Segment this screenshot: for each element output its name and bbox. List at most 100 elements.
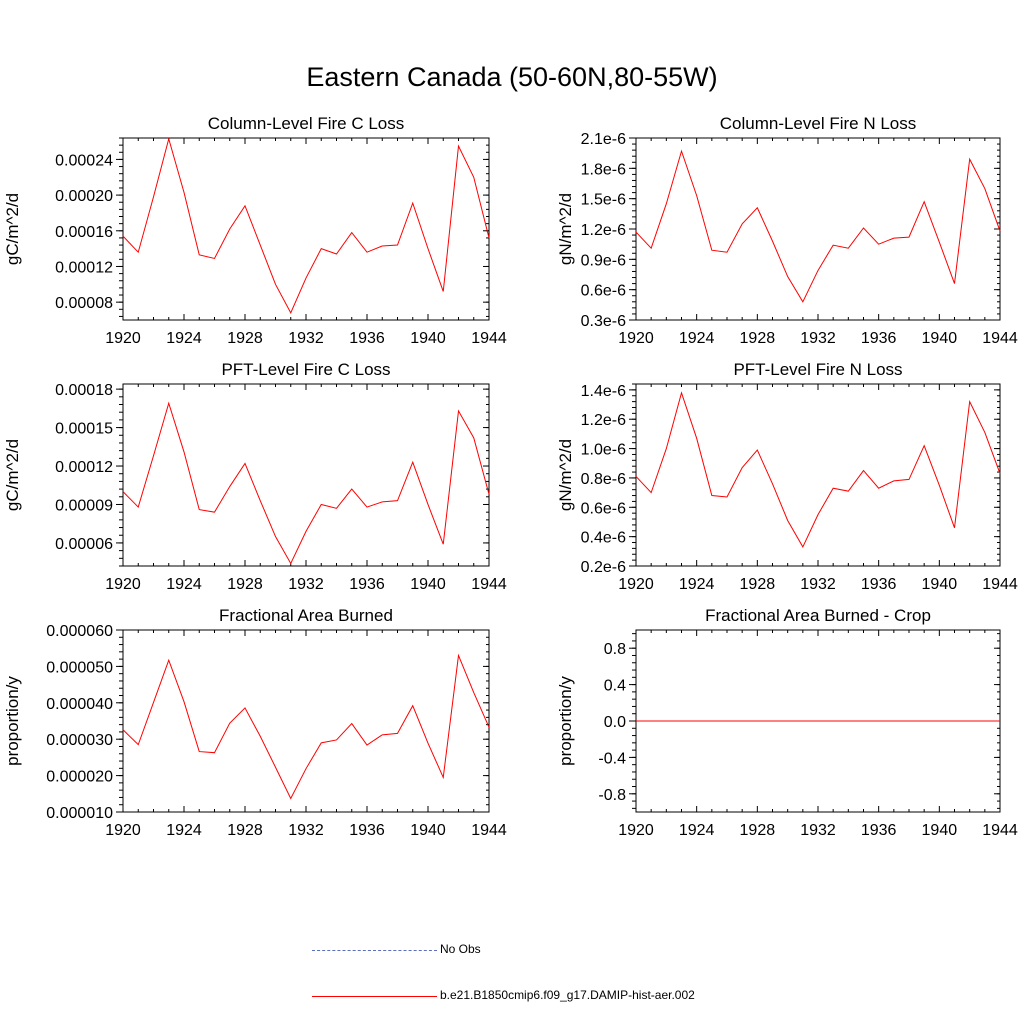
series-line bbox=[122, 136, 490, 315]
legend-swatch-no-obs bbox=[312, 950, 437, 951]
y-tick-label: 0.00020 bbox=[55, 188, 113, 205]
x-tick-label: 1928 bbox=[740, 822, 776, 839]
x-tick-label: 1928 bbox=[740, 330, 776, 347]
x-tick-label: 1924 bbox=[679, 576, 715, 593]
y-tick-label: 1.2e-6 bbox=[581, 412, 626, 429]
x-tick-label: 1940 bbox=[410, 330, 446, 347]
panel-title: Fractional Area Burned - Crop bbox=[705, 606, 931, 625]
legend-item-no-obs: No Obs bbox=[310, 942, 730, 958]
x-tick-label: 1936 bbox=[349, 576, 385, 593]
y-tick-label: 0.6e-6 bbox=[581, 283, 626, 300]
y-tick-label: 0.00024 bbox=[55, 152, 113, 169]
legend-label-no-obs: No Obs bbox=[440, 942, 481, 956]
series-line bbox=[122, 653, 490, 800]
plot-frame bbox=[635, 383, 1001, 567]
y-tick-label: 0.8 bbox=[604, 641, 626, 658]
y-tick-label: 0.00009 bbox=[55, 497, 113, 514]
x-tick-label: 1932 bbox=[288, 330, 324, 347]
y-tick-label: 0.8e-6 bbox=[581, 471, 626, 488]
x-tick-label: 1920 bbox=[105, 822, 141, 839]
x-tick-label: 1920 bbox=[105, 330, 141, 347]
x-tick-label: 1932 bbox=[800, 822, 836, 839]
x-tick-label: 1928 bbox=[227, 576, 263, 593]
x-tick-label: 1940 bbox=[922, 576, 958, 593]
x-tick-label: 1932 bbox=[288, 822, 324, 839]
legend-item-model-run: b.e21.B1850cmip6.f09_g17.DAMIP-hist-aer.… bbox=[310, 988, 730, 1004]
x-tick-label: 1920 bbox=[618, 576, 654, 593]
x-tick-label: 1944 bbox=[982, 822, 1018, 839]
x-tick-label: 1936 bbox=[349, 822, 385, 839]
y-axis-label: proportion/y bbox=[556, 676, 575, 766]
y-tick-label: 0.000020 bbox=[46, 769, 113, 786]
series-line bbox=[122, 401, 490, 565]
x-tick-label: 1944 bbox=[471, 576, 507, 593]
x-tick-label: 1924 bbox=[166, 822, 202, 839]
x-tick-label: 1928 bbox=[227, 822, 263, 839]
x-tick-label: 1932 bbox=[800, 576, 836, 593]
y-tick-label: 0.00008 bbox=[55, 295, 113, 312]
x-tick-label: 1924 bbox=[679, 822, 715, 839]
y-tick-label: -0.8 bbox=[598, 787, 626, 804]
y-tick-label: 0.3e-6 bbox=[581, 313, 626, 330]
y-axis-label: gN/m^2/d bbox=[556, 439, 575, 511]
chart-panel-2: 1920 1924 1928 1932 1936 1940 1944 0.3e-6 0.6e-6… bbox=[556, 114, 1018, 347]
chart-panel-5: 1920 1924 1928 1932 1936 1940 1944 0.000010 0.00… bbox=[3, 606, 507, 839]
series-line bbox=[635, 391, 1001, 549]
panel-title: Fractional Area Burned bbox=[219, 606, 393, 625]
y-axis-label: gC/m^2/d bbox=[3, 439, 22, 511]
y-tick-label: 1.0e-6 bbox=[581, 442, 626, 459]
y-tick-label: 2.1e-6 bbox=[581, 131, 626, 148]
y-tick-label: 1.2e-6 bbox=[581, 222, 626, 239]
figure-title: Eastern Canada (50-60N,80-55W) bbox=[306, 62, 718, 92]
y-tick-label: 0.00018 bbox=[55, 382, 113, 399]
x-tick-label: 1944 bbox=[982, 330, 1018, 347]
panel-title: Column-Level Fire C Loss bbox=[208, 114, 405, 133]
chart-panel-4: 1920 1924 1928 1932 1936 1940 1944 0.2e-6 0.4e-6… bbox=[556, 360, 1018, 593]
y-tick-label: 0.6e-6 bbox=[581, 500, 626, 517]
plot-frame bbox=[122, 137, 490, 321]
y-tick-label: 0.00016 bbox=[55, 224, 113, 241]
chart-panel-6: 1920 1924 1928 1932 1936 1940 1944 -0.8 -0.4 0.0 0… bbox=[556, 606, 1018, 839]
y-tick-label: 0.0 bbox=[604, 714, 626, 731]
y-tick-label: 0.4 bbox=[604, 678, 626, 695]
y-tick-label: 0.2e-6 bbox=[581, 559, 626, 576]
x-tick-label: 1920 bbox=[105, 576, 141, 593]
x-tick-label: 1936 bbox=[861, 822, 897, 839]
y-tick-label: 0.4e-6 bbox=[581, 530, 626, 547]
plot-frame bbox=[122, 383, 490, 567]
y-tick-label: 0.000040 bbox=[46, 696, 113, 713]
x-tick-label: 1944 bbox=[982, 576, 1018, 593]
chart-panel-1: 1920 1924 1928 1932 1936 1940 1944 0.00008 0.000… bbox=[3, 114, 507, 347]
y-tick-label: 0.00006 bbox=[55, 536, 113, 553]
y-tick-label: 1.4e-6 bbox=[581, 383, 626, 400]
y-axis-label: proportion/y bbox=[3, 676, 22, 766]
x-tick-label: 1944 bbox=[471, 822, 507, 839]
x-tick-label: 1920 bbox=[618, 822, 654, 839]
y-tick-label: 0.000010 bbox=[46, 805, 113, 822]
panel-title: Column-Level Fire N Loss bbox=[720, 114, 917, 133]
y-tick-label: 0.9e-6 bbox=[581, 252, 626, 269]
y-tick-label: 0.00015 bbox=[55, 421, 113, 438]
legend-swatch-model-run bbox=[312, 996, 437, 997]
plot-frame bbox=[635, 137, 1001, 321]
legend-label-model-run: b.e21.B1850cmip6.f09_g17.DAMIP-hist-aer.… bbox=[440, 988, 695, 1002]
y-tick-label: -0.4 bbox=[598, 750, 626, 767]
x-tick-label: 1940 bbox=[922, 330, 958, 347]
plot-frame bbox=[122, 629, 490, 813]
panel-title: PFT-Level Fire N Loss bbox=[733, 360, 902, 379]
x-tick-label: 1940 bbox=[922, 822, 958, 839]
y-axis-label: gC/m^2/d bbox=[3, 193, 22, 265]
y-tick-label: 0.000050 bbox=[46, 659, 113, 676]
x-tick-label: 1936 bbox=[349, 330, 385, 347]
y-axis-label: gN/m^2/d bbox=[556, 193, 575, 265]
x-tick-label: 1928 bbox=[227, 330, 263, 347]
y-tick-label: 1.5e-6 bbox=[581, 192, 626, 209]
x-tick-label: 1928 bbox=[740, 576, 776, 593]
y-tick-label: 0.00012 bbox=[55, 459, 113, 476]
x-tick-label: 1940 bbox=[410, 576, 446, 593]
x-tick-label: 1944 bbox=[471, 330, 507, 347]
x-tick-label: 1924 bbox=[679, 330, 715, 347]
x-tick-label: 1932 bbox=[288, 576, 324, 593]
panel-title: PFT-Level Fire C Loss bbox=[221, 360, 390, 379]
